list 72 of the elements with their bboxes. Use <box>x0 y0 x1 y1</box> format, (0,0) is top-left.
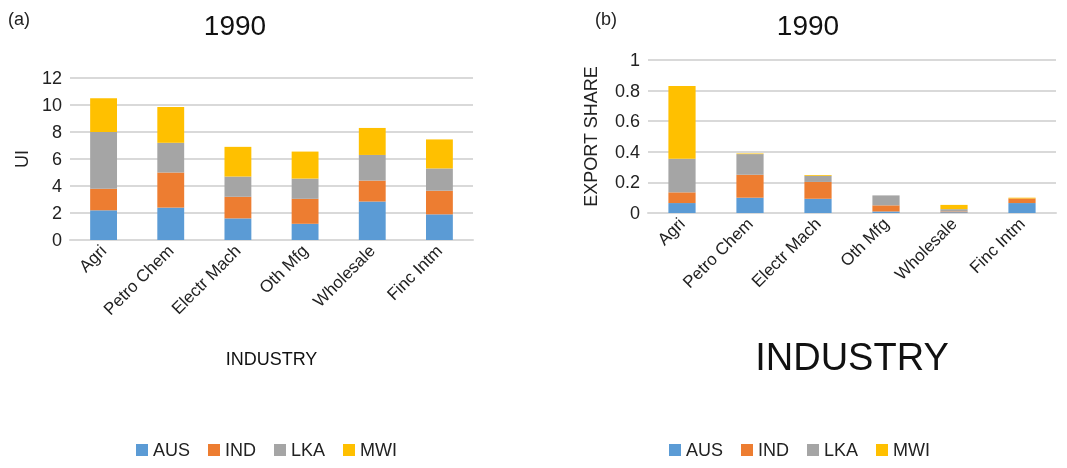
bar <box>291 223 319 240</box>
bar <box>157 207 185 240</box>
y-tick-label: 8 <box>51 122 62 142</box>
bar <box>224 218 252 240</box>
bar <box>804 198 832 213</box>
x-axis-title: INDUSTRY <box>755 336 949 378</box>
x-axis-title: INDUSTRY <box>225 349 318 369</box>
y-tick-label: 0.6 <box>614 111 640 132</box>
bar <box>736 154 764 175</box>
y-tick-label: 0.4 <box>614 141 640 162</box>
legend-label: MWI <box>893 440 931 460</box>
bar <box>425 214 453 240</box>
bar <box>291 151 319 179</box>
bar <box>668 192 696 204</box>
bar <box>940 204 968 210</box>
legend-label: AUS <box>685 440 724 460</box>
bar <box>425 139 453 169</box>
bar <box>804 175 832 182</box>
y-tick-label: 6 <box>51 149 62 169</box>
bar <box>358 154 386 181</box>
legend-label: IND <box>225 440 256 460</box>
y-tick-label: 4 <box>51 176 62 196</box>
bar <box>291 178 319 199</box>
bar <box>157 172 185 208</box>
bar <box>291 198 319 224</box>
y-tick-label: 10 <box>41 95 62 115</box>
x-tick-label: Finc Intm <box>965 214 1029 278</box>
bar <box>90 210 118 240</box>
bar <box>736 197 764 213</box>
bar <box>668 158 696 193</box>
bar <box>358 127 386 155</box>
x-tick-label: Oth Mfg <box>255 241 312 298</box>
y-tick-label: 12 <box>41 68 62 88</box>
bar <box>736 174 764 198</box>
text: (b) <box>595 9 617 29</box>
bar <box>668 203 696 213</box>
bar <box>872 205 900 212</box>
bar <box>804 181 832 199</box>
bar <box>1008 203 1036 213</box>
bar <box>425 168 453 191</box>
y-tick-label: 0 <box>51 230 62 250</box>
y-axis-title: EXPORT SHARE <box>581 66 601 207</box>
bar <box>90 188 118 211</box>
bar <box>224 146 252 177</box>
bar <box>90 132 118 189</box>
y-tick-label: 1 <box>629 50 640 70</box>
legend-label: IND <box>758 440 789 460</box>
legend-label: AUS <box>152 440 191 460</box>
y-tick-label: 0.8 <box>614 80 640 101</box>
chart-title: 1990 <box>776 9 840 41</box>
y-axis-title: UI <box>12 150 33 168</box>
text: (a) <box>8 9 30 29</box>
bar <box>425 190 453 215</box>
bar <box>90 98 118 132</box>
x-tick-label: Oth Mfg <box>836 214 893 271</box>
legend-label: LKA <box>291 440 326 460</box>
y-tick-label: 2 <box>51 203 62 223</box>
bar <box>224 196 252 219</box>
bar <box>668 86 696 159</box>
bar <box>358 180 386 202</box>
bar <box>157 142 185 173</box>
legend-label: LKA <box>824 440 859 460</box>
bar <box>358 201 386 240</box>
y-tick-label: 0.2 <box>614 172 640 193</box>
bar <box>1008 198 1036 204</box>
legend-label: MWI <box>360 440 398 460</box>
bar <box>157 107 185 143</box>
y-tick-label: 0 <box>629 203 640 223</box>
chart-title: 1990 <box>203 9 267 41</box>
x-tick-label: Finc Intm <box>383 241 447 305</box>
bar <box>872 195 900 206</box>
bar <box>224 176 252 197</box>
